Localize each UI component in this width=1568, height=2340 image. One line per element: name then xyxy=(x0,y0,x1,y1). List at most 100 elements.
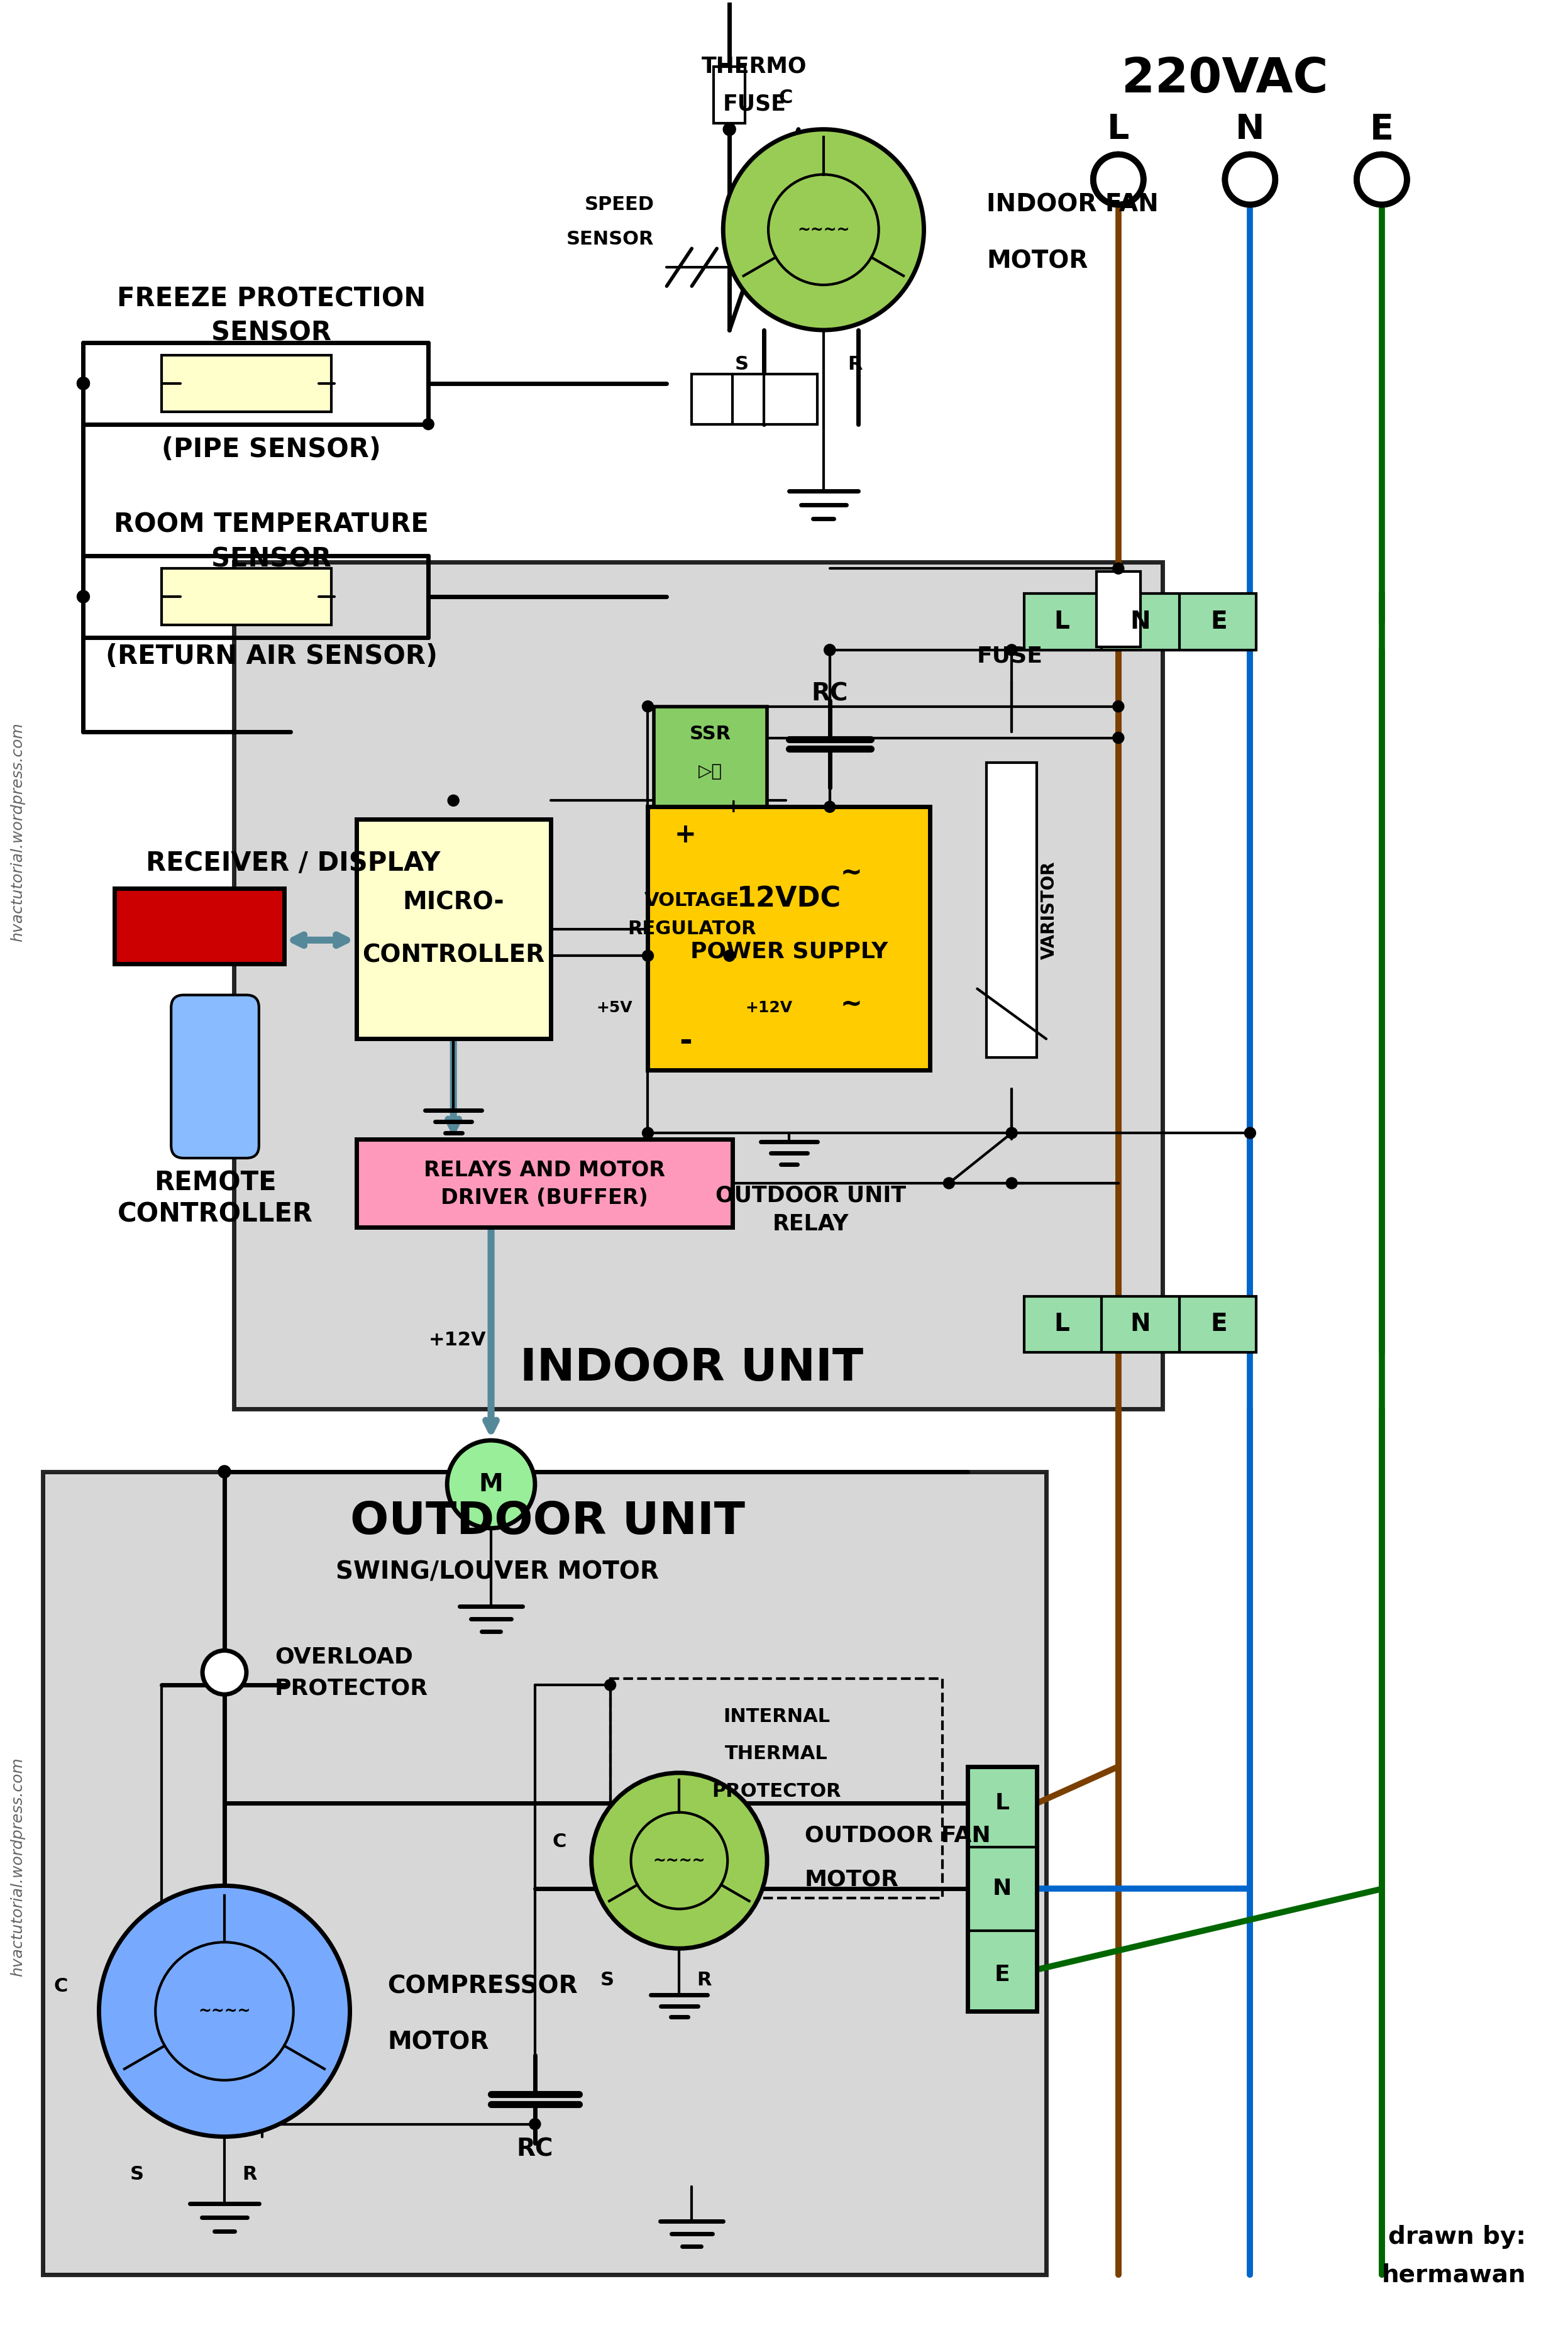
Circle shape xyxy=(1226,157,1273,204)
Text: E: E xyxy=(1210,611,1228,634)
Text: THERMO: THERMO xyxy=(702,56,808,77)
Circle shape xyxy=(1245,1128,1256,1140)
Text: R: R xyxy=(241,2164,257,2183)
Text: N: N xyxy=(1131,1313,1151,1336)
Circle shape xyxy=(605,1680,616,1692)
Text: drawn by:: drawn by: xyxy=(1388,2225,1526,2249)
Text: ~: ~ xyxy=(840,992,862,1018)
FancyBboxPatch shape xyxy=(713,66,745,124)
Circle shape xyxy=(1007,1128,1018,1140)
Text: N: N xyxy=(1236,112,1265,147)
Text: VARISTOR: VARISTOR xyxy=(1041,861,1058,959)
FancyBboxPatch shape xyxy=(986,763,1036,1058)
Text: PROTECTOR: PROTECTOR xyxy=(712,1783,840,1802)
Circle shape xyxy=(220,1467,230,1477)
Circle shape xyxy=(643,1128,654,1140)
Circle shape xyxy=(1225,154,1275,204)
Text: POWER SUPPLY: POWER SUPPLY xyxy=(690,941,887,962)
Circle shape xyxy=(423,419,434,431)
Circle shape xyxy=(1113,732,1124,744)
Text: VOLTAGE: VOLTAGE xyxy=(644,892,739,910)
Text: N: N xyxy=(1131,611,1151,634)
Text: SENSOR: SENSOR xyxy=(212,321,331,346)
Text: SENSOR: SENSOR xyxy=(212,545,331,573)
Text: MOTOR: MOTOR xyxy=(387,2031,489,2055)
FancyBboxPatch shape xyxy=(356,819,550,1039)
Circle shape xyxy=(77,377,89,391)
Text: FREEZE PROTECTION: FREEZE PROTECTION xyxy=(118,285,426,311)
Text: FUSE: FUSE xyxy=(723,94,786,115)
FancyBboxPatch shape xyxy=(648,931,729,980)
Text: ~: ~ xyxy=(840,859,862,887)
FancyBboxPatch shape xyxy=(42,1472,1046,2274)
Circle shape xyxy=(825,800,836,812)
Text: ▷⎯: ▷⎯ xyxy=(699,763,723,782)
Text: FUSE: FUSE xyxy=(977,646,1043,667)
Text: ~~~~: ~~~~ xyxy=(797,222,850,236)
Circle shape xyxy=(1094,157,1142,204)
Circle shape xyxy=(1113,564,1124,573)
Text: INDOOR FAN: INDOOR FAN xyxy=(986,192,1159,218)
FancyBboxPatch shape xyxy=(648,807,930,1069)
Text: E: E xyxy=(1370,112,1394,147)
Text: -: - xyxy=(679,1027,691,1058)
Text: OUTDOOR FAN: OUTDOOR FAN xyxy=(804,1825,991,1846)
Circle shape xyxy=(447,1441,535,1528)
Text: L: L xyxy=(1054,611,1069,634)
Text: R: R xyxy=(696,1970,712,1989)
Text: MOTOR: MOTOR xyxy=(804,1870,898,1891)
Circle shape xyxy=(643,950,654,962)
Text: THERMAL: THERMAL xyxy=(724,1746,828,1762)
Circle shape xyxy=(1007,644,1018,655)
Text: N: N xyxy=(993,1879,1011,1900)
Text: ~~~~: ~~~~ xyxy=(198,2003,251,2019)
Circle shape xyxy=(768,175,878,285)
FancyBboxPatch shape xyxy=(1024,1296,1256,1353)
Text: DRIVER (BUFFER): DRIVER (BUFFER) xyxy=(441,1189,648,1207)
Text: COMPRESSOR: COMPRESSOR xyxy=(387,1975,577,1998)
Text: RC: RC xyxy=(811,681,848,707)
Text: SPEED: SPEED xyxy=(585,197,654,213)
Circle shape xyxy=(448,796,459,807)
Text: hermawan: hermawan xyxy=(1381,2263,1526,2286)
Text: REMOTE: REMOTE xyxy=(154,1170,276,1196)
Circle shape xyxy=(591,1774,767,1949)
Text: OUTDOOR UNIT: OUTDOOR UNIT xyxy=(715,1184,906,1207)
Circle shape xyxy=(77,590,89,604)
Text: 220VAC: 220VAC xyxy=(1121,56,1328,103)
Circle shape xyxy=(218,1465,230,1479)
Text: S: S xyxy=(735,356,750,374)
Text: INTERNAL: INTERNAL xyxy=(723,1708,829,1725)
Circle shape xyxy=(1356,154,1406,204)
FancyBboxPatch shape xyxy=(162,356,331,412)
Circle shape xyxy=(825,644,836,655)
Text: OVERLOAD: OVERLOAD xyxy=(274,1645,412,1668)
Circle shape xyxy=(723,129,924,330)
Text: E: E xyxy=(1210,1313,1228,1336)
Text: S: S xyxy=(130,2164,144,2183)
Circle shape xyxy=(155,1942,293,2080)
FancyBboxPatch shape xyxy=(114,889,284,964)
FancyBboxPatch shape xyxy=(967,1767,1036,2010)
Text: MICRO-: MICRO- xyxy=(403,892,505,915)
FancyBboxPatch shape xyxy=(356,1140,732,1226)
Text: L: L xyxy=(1107,112,1129,147)
FancyBboxPatch shape xyxy=(234,562,1162,1409)
Text: (RETURN AIR SENSOR): (RETURN AIR SENSOR) xyxy=(105,644,437,669)
Text: M: M xyxy=(478,1472,503,1495)
Text: RELAYS AND MOTOR: RELAYS AND MOTOR xyxy=(423,1161,665,1179)
Text: +: + xyxy=(674,821,696,847)
Circle shape xyxy=(643,700,654,711)
Text: E: E xyxy=(994,1963,1010,1984)
FancyBboxPatch shape xyxy=(162,569,331,625)
Circle shape xyxy=(530,2118,541,2129)
Text: L: L xyxy=(1054,1313,1069,1336)
Text: +: + xyxy=(724,798,742,817)
Text: +12V: +12V xyxy=(745,999,792,1016)
Circle shape xyxy=(1007,1177,1018,1189)
Text: -: - xyxy=(684,798,691,817)
Text: hvactutorial.wordpress.com: hvactutorial.wordpress.com xyxy=(9,1757,25,1977)
Text: S: S xyxy=(601,1970,615,1989)
Text: INDOOR UNIT: INDOOR UNIT xyxy=(521,1345,864,1390)
Text: SWING/LOUVER MOTOR: SWING/LOUVER MOTOR xyxy=(336,1561,659,1584)
